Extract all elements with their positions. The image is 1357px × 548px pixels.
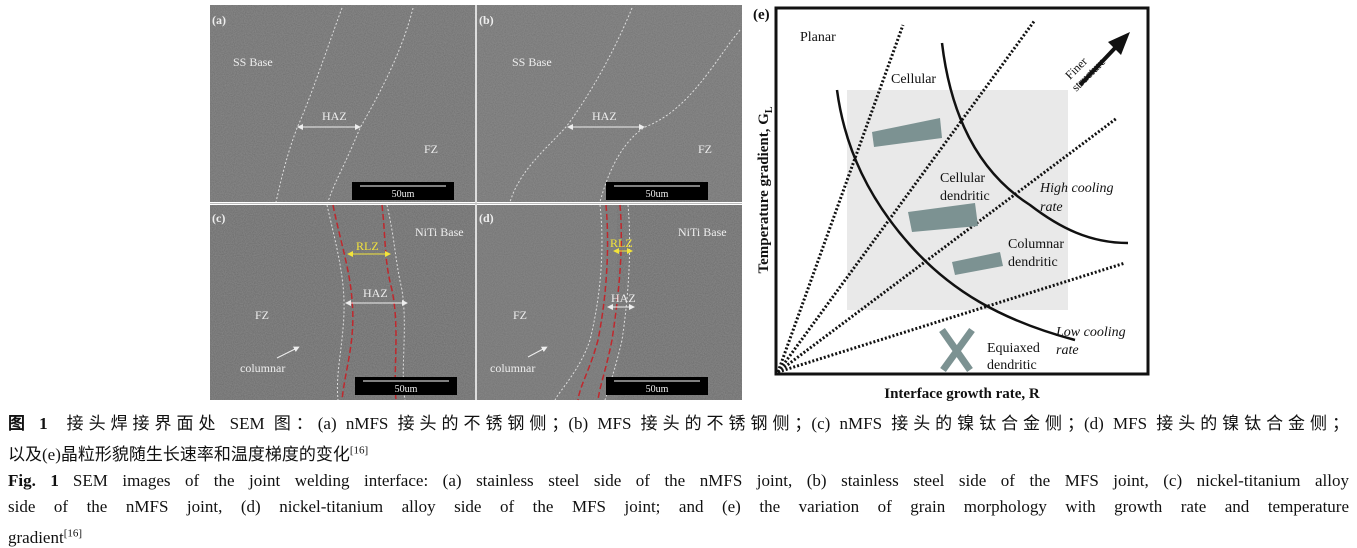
panel-label-e: (e) bbox=[753, 7, 770, 23]
columnar-label: columnar bbox=[490, 361, 535, 375]
region-equiaxed-dendritic-2: dendritic bbox=[987, 358, 1037, 373]
sem-panel-d: (d) NiTi Base RLZ HAZ FZ columnar 50um bbox=[477, 204, 742, 401]
high-cooling-curve bbox=[940, 42, 1129, 245]
region-cellular: Cellular bbox=[891, 72, 936, 87]
low-cooling-curve bbox=[835, 89, 1076, 342]
low-cooling-label-1: Low cooling bbox=[1055, 325, 1126, 340]
niti-base-label: NiTi Base bbox=[678, 225, 727, 239]
columnar-arrow bbox=[527, 346, 548, 358]
en-caption-line2: side of the nMFS joint, (d) nickel-titan… bbox=[8, 497, 1349, 516]
high-cooling-label-1: High cooling bbox=[1039, 181, 1114, 196]
region-planar: Planar bbox=[800, 30, 836, 45]
en-figure-label: Fig. 1 bbox=[8, 471, 59, 490]
panel-label-b: (b) bbox=[479, 13, 494, 27]
niti-base-label: NiTi Base bbox=[415, 225, 464, 239]
fz-label: FZ bbox=[513, 308, 527, 322]
scale-label: 50um bbox=[395, 384, 418, 395]
fz-label: FZ bbox=[698, 142, 712, 156]
en-caption-line1: SEM images of the joint welding interfac… bbox=[72, 471, 1349, 490]
sem-panel-c: (c) NiTi Base RLZ HAZ FZ columnar 50um bbox=[210, 204, 475, 401]
rlz-label: RLZ bbox=[610, 236, 633, 250]
cn-caption-line1: 接头焊接界面处 SEM 图：(a) nMFS 接头的不锈钢侧；(b) MFS 接… bbox=[61, 414, 1349, 433]
columnar-label: columnar bbox=[240, 361, 285, 375]
cn-reference: [16] bbox=[349, 444, 369, 456]
scale-label: 50um bbox=[392, 189, 415, 200]
caption-chinese: 图 1 接头焊接界面处 SEM 图：(a) nMFS 接头的不锈钢侧；(b) MF… bbox=[8, 411, 1349, 468]
en-caption-line3: gradient bbox=[8, 527, 64, 547]
g-over-r-lines bbox=[776, 19, 1126, 374]
region-equiaxed-dendritic-1: Equiaxed bbox=[987, 341, 1040, 356]
panel-label-d: (d) bbox=[479, 211, 494, 225]
figure-1: (a) SS Base HAZ FZ 50um (b) SS Base HAZ … bbox=[210, 5, 1150, 402]
scale-label: 50um bbox=[646, 189, 669, 200]
panel-label-a: (a) bbox=[212, 13, 226, 27]
haz-label: HAZ bbox=[363, 286, 388, 300]
caption-english: Fig. 1 SEM images of the joint welding in… bbox=[8, 468, 1349, 548]
cn-figure-label: 图 1 bbox=[8, 414, 48, 433]
region-cellular-dendritic-1: Cellular bbox=[940, 171, 985, 186]
low-cooling-label-2: rate bbox=[1056, 343, 1079, 358]
region-columnar-dendritic-2: dendritic bbox=[1008, 255, 1058, 270]
finer-structure-arrow bbox=[1078, 46, 1117, 87]
en-reference: [16] bbox=[63, 527, 83, 539]
panel-label-c: (c) bbox=[212, 211, 225, 225]
fz-label: FZ bbox=[424, 142, 438, 156]
ss-base-label: SS Base bbox=[512, 55, 552, 69]
scale-label: 50um bbox=[646, 384, 669, 395]
solidification-map-diagram: (e) Planar Cellular Cellular dendritic C… bbox=[753, 6, 1150, 402]
high-cooling-label-2: rate bbox=[1040, 200, 1063, 215]
cn-caption-line2: 以及(e)晶粒形貌随生长速率和温度梯度的变化 bbox=[8, 444, 350, 464]
rlz-label: RLZ bbox=[356, 239, 379, 253]
x-axis-label: Interface growth rate, R bbox=[884, 386, 1040, 402]
grain-morphology-icons bbox=[872, 118, 1003, 373]
haz-label: HAZ bbox=[322, 109, 347, 123]
region-columnar-dendritic-1: Columnar bbox=[1008, 237, 1064, 252]
fz-label: FZ bbox=[255, 308, 269, 322]
columnar-arrow bbox=[276, 346, 300, 359]
region-cellular-dendritic-2: dendritic bbox=[940, 189, 990, 204]
ss-base-label: SS Base bbox=[233, 55, 273, 69]
y-axis-label: Temperature gradient, GL bbox=[756, 106, 775, 273]
sem-panel-a: (a) SS Base HAZ FZ 50um bbox=[210, 5, 475, 203]
sem-panel-b: (b) SS Base HAZ FZ 50um bbox=[477, 5, 742, 203]
haz-label: HAZ bbox=[592, 109, 617, 123]
haz-label: HAZ bbox=[611, 291, 636, 305]
